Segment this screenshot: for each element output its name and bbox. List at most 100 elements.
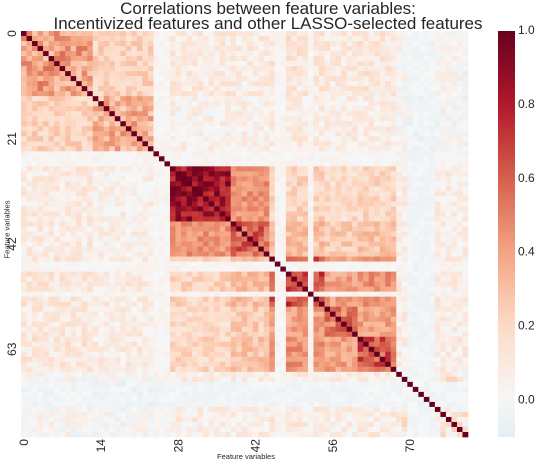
- heatmap-cell: [440, 271, 447, 277]
- heatmap-cell: [401, 81, 408, 87]
- heatmap-cell: [390, 86, 397, 92]
- heatmap-cell: [131, 176, 138, 182]
- heatmap-cell: [92, 171, 99, 177]
- heatmap-cell: [37, 106, 44, 112]
- heatmap-cell: [103, 271, 110, 277]
- heatmap-cell: [103, 311, 110, 318]
- heatmap-cell: [374, 196, 381, 202]
- heatmap-cell: [170, 261, 176, 267]
- heatmap-cell: [247, 251, 254, 257]
- heatmap-cell: [247, 306, 254, 313]
- heatmap-cell: [462, 96, 469, 102]
- heatmap-cell: [59, 266, 66, 272]
- heatmap-cell: [181, 201, 187, 207]
- heatmap-cell: [32, 326, 38, 333]
- heatmap-cell: [462, 186, 469, 192]
- heatmap-cell: [192, 221, 198, 227]
- heatmap-cell: [65, 206, 72, 212]
- heatmap-cell: [307, 136, 314, 142]
- heatmap-cell: [385, 306, 392, 313]
- heatmap-cell: [54, 41, 60, 47]
- heatmap-cell: [385, 106, 392, 112]
- heatmap-cell: [92, 96, 99, 102]
- heatmap-cell: [456, 306, 463, 313]
- heatmap-cell: [368, 301, 375, 308]
- heatmap-cell: [368, 161, 375, 167]
- heatmap-cell: [390, 306, 397, 313]
- heatmap-cell: [374, 156, 381, 162]
- heatmap-cell: [451, 221, 458, 227]
- heatmap-cell: [164, 266, 171, 272]
- heatmap-cell: [208, 286, 215, 292]
- heatmap-cell: [114, 331, 121, 338]
- heatmap-cell: [319, 271, 325, 277]
- heatmap-cell: [170, 101, 176, 107]
- heatmap-cell: [296, 131, 303, 137]
- heatmap-cell: [423, 221, 430, 227]
- heatmap-cell: [70, 96, 77, 102]
- heatmap-cell: [203, 226, 209, 232]
- heatmap-cell: [462, 91, 469, 97]
- heatmap-cell: [164, 286, 171, 292]
- heatmap-cell: [285, 261, 292, 267]
- heatmap-cell: [445, 241, 452, 247]
- heatmap-cell: [87, 71, 94, 77]
- heatmap-cell: [296, 306, 303, 313]
- heatmap-cell: [158, 71, 165, 77]
- heatmap-cell: [98, 176, 105, 182]
- heatmap-cell: [445, 146, 452, 152]
- heatmap-cell: [429, 331, 436, 338]
- heatmap-cell: [291, 101, 298, 107]
- heatmap-cell: [59, 321, 66, 328]
- heatmap-cell: [92, 281, 99, 287]
- heatmap-cell: [158, 31, 165, 37]
- heatmap-cell: [65, 111, 72, 117]
- heatmap-cell: [346, 291, 353, 297]
- heatmap-cell: [396, 46, 403, 52]
- heatmap-cell: [407, 46, 414, 52]
- heatmap-cell: [401, 191, 408, 197]
- heatmap-cell: [203, 196, 209, 202]
- heatmap-cell: [423, 296, 430, 303]
- heatmap-cell: [269, 106, 276, 112]
- heatmap-cell: [319, 136, 325, 142]
- heatmap-cell: [219, 146, 226, 152]
- heatmap-cell: [313, 141, 320, 147]
- heatmap-cell: [258, 296, 265, 303]
- heatmap-cell: [258, 251, 265, 257]
- heatmap-cell: [81, 166, 88, 172]
- heatmap-cell: [103, 121, 110, 127]
- heatmap-cell: [26, 191, 33, 197]
- heatmap-cell: [462, 176, 469, 182]
- heatmap-cell: [429, 261, 436, 267]
- heatmap-cell: [81, 141, 88, 147]
- heatmap-cell: [456, 146, 463, 152]
- heatmap-cell: [203, 96, 209, 102]
- heatmap-cell: [48, 326, 55, 333]
- heatmap-cell: [81, 41, 88, 47]
- heatmap-cell: [363, 71, 370, 77]
- heatmap-cell: [37, 276, 44, 282]
- heatmap-cell: [54, 191, 60, 197]
- heatmap-cell: [368, 121, 375, 127]
- heatmap-cell: [291, 301, 298, 308]
- heatmap-cell: [59, 306, 66, 313]
- heatmap-cell: [330, 101, 336, 107]
- heatmap-cell: [87, 211, 94, 217]
- heatmap-cell: [236, 221, 243, 227]
- heatmap-cell: [208, 251, 215, 257]
- heatmap-cell: [26, 286, 33, 292]
- heatmap-cell: [374, 76, 381, 82]
- heatmap-cell: [307, 206, 314, 212]
- heatmap-cell: [59, 226, 66, 232]
- heatmap-cell: [423, 101, 430, 107]
- heatmap-cell: [26, 231, 33, 237]
- heatmap-cell: [396, 271, 403, 277]
- heatmap-cell: [291, 251, 298, 257]
- heatmap-cell: [120, 106, 127, 112]
- heatmap-cell: [285, 336, 292, 343]
- heatmap-cell: [37, 181, 44, 187]
- heatmap-cell: [54, 176, 60, 182]
- heatmap-cell: [230, 176, 237, 182]
- heatmap-cell: [396, 76, 403, 82]
